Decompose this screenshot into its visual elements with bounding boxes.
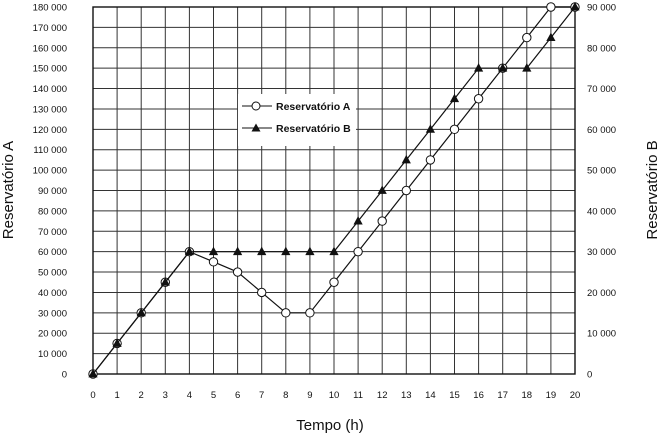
y-left-tick-label: 20 000 [38,329,67,340]
y-right-tick-label: 10 000 [587,329,616,340]
y-right-tick-label: 90 000 [587,3,616,14]
y-left-tick-label: 160 000 [33,43,67,54]
x-tick-label: 14 [425,390,436,401]
data-point-a [257,287,267,298]
y-left-tick-label: 10 000 [38,349,67,360]
legend-marker-b [251,123,261,132]
x-tick-label: 2 [139,390,144,401]
data-point-b [522,63,532,72]
data-point-b [474,63,484,72]
data-point-a [377,216,387,226]
x-tick-label: 6 [235,390,240,401]
y-right-tick-label: 60 000 [587,125,616,136]
data-point-a [522,32,532,43]
data-point-a [473,94,484,104]
x-tick-label: 10 [329,390,340,401]
y-left-tick-label: 140 000 [33,84,67,95]
x-tick-label: 13 [401,390,412,401]
y-left-tick-label: 80 000 [38,206,67,217]
x-tick-label: 18 [522,390,533,401]
y-left-tick-label: 90 000 [38,186,67,197]
y-left-tick-label: 110 000 [33,145,67,156]
data-point-b [136,307,146,317]
data-point-b [377,185,387,194]
data-point-a [232,267,243,277]
data-point-b [184,246,194,256]
y-left-tick-label: 40 000 [38,288,67,299]
data-point-b [570,2,580,11]
data-point-b [88,369,98,378]
y-left-tick-label: 100 000 [33,166,67,177]
data-point-b [257,246,267,256]
data-point-b [353,216,363,225]
x-axis-title: Tempo (h) [296,417,364,434]
data-point-b [112,338,122,347]
y-axis-left-title: Reservatório A [0,141,17,239]
data-point-a [329,277,339,287]
data-point-b [546,32,556,41]
x-tick-label: 5 [211,390,216,401]
data-point-b [425,124,435,133]
y-left-tick-label: 180 000 [33,3,67,14]
y-right-tick-label: 80 000 [587,43,616,54]
y-right-tick-label: 50 000 [587,166,616,177]
y-left-tick-label: 60 000 [38,247,67,258]
y-right-tick-label: 40 000 [587,206,616,217]
x-tick-label: 8 [283,390,288,401]
legend: Reservatório A Reservatório B [238,94,356,146]
grid [92,6,576,375]
data-point-a [281,308,291,318]
y-left-tick-label: 50 000 [38,268,67,279]
data-point-a [305,308,315,318]
x-tick-label: 3 [163,390,168,401]
x-tick-label: 0 [90,390,95,401]
data-point-a [353,246,363,257]
y-right-tick-label: 0 [587,370,592,381]
x-tick-label: 20 [570,390,581,401]
data-point-b [305,246,315,256]
x-tick-label: 9 [307,390,312,401]
plot-frame [92,6,576,375]
data-point-a [449,124,460,135]
y-axis-right-title: Reservatório B [644,140,659,239]
y-right-tick-label: 70 000 [587,84,616,95]
y-left-tick-label: 120 000 [33,125,67,136]
x-tick-label: 17 [497,390,508,401]
legend-marker-a [251,101,261,111]
data-point-a [546,2,556,12]
y-left-tick-label: 70 000 [38,227,67,238]
data-point-a [425,155,436,165]
data-point-b [208,246,219,256]
x-tick-label: 19 [546,390,557,401]
x-tick-label: 12 [377,390,388,401]
data-point-b [160,277,170,286]
x-tick-label: 4 [187,390,192,401]
x-tick-label: 16 [473,390,484,401]
y-left-tick-label: 30 000 [38,308,67,319]
data-point-b [329,246,339,256]
data-point-b [449,93,460,103]
data-point-b [233,246,243,256]
tick-labels: 0 10 000 20 000 30 000 40 000 50 000 60 000 70 … [33,3,616,402]
y-right-tick-label: 30 000 [587,247,616,258]
x-tick-label: 1 [114,390,119,401]
data-point-a [208,257,219,267]
y-left-tick-label: 0 [62,370,67,381]
x-tick-label: 11 [353,390,363,401]
y-left-tick-label: 150 000 [33,64,67,75]
x-tick-label: 7 [259,390,264,401]
data-point-b [281,246,291,256]
data-point-a [401,185,411,196]
data-point-b [401,154,411,164]
y-left-tick-label: 130 000 [33,104,67,115]
legend-label-a: Reservatório A [276,101,351,113]
y-right-tick-label: 20 000 [587,288,616,299]
data-point-b [498,63,508,72]
y-left-tick-label: 170 000 [33,23,67,34]
legend-label-b: Reservatório B [276,123,351,135]
x-tick-label: 15 [449,390,460,401]
series [88,2,580,379]
